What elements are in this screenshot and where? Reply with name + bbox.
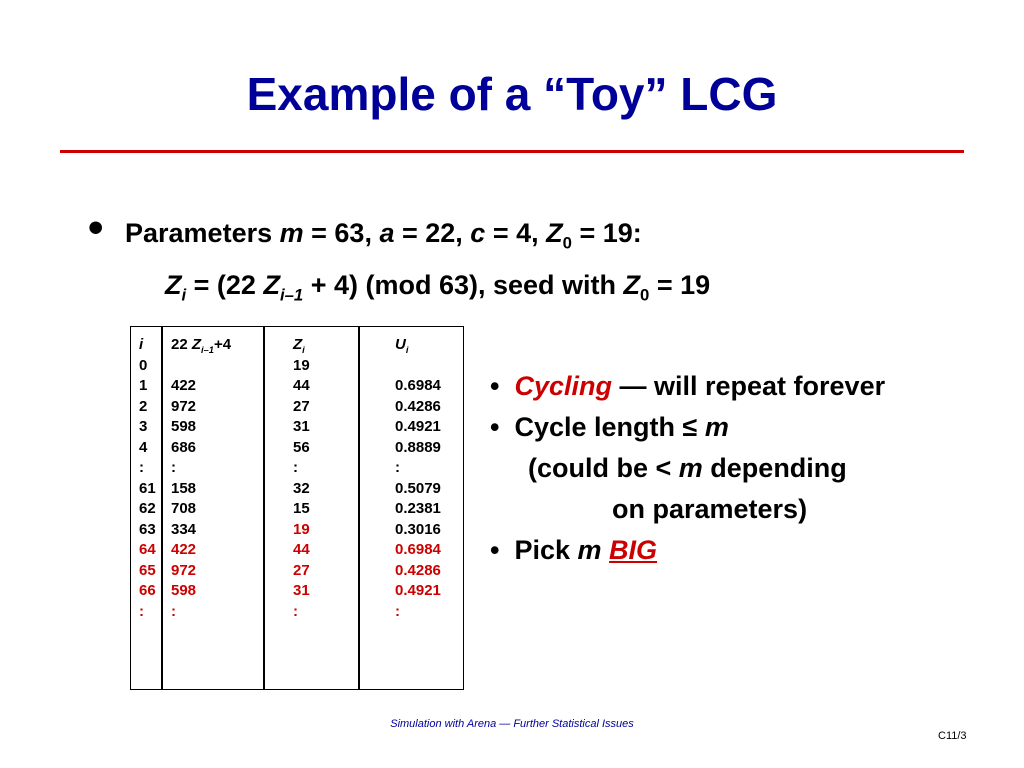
table-cell: 0.4286	[395, 397, 441, 415]
lcg-table: i 0 1 2 3 4:61 62 63 64 65 66: 22 Zi–1+4 422 972 59…	[130, 326, 464, 690]
table-cell: :	[293, 602, 298, 620]
pick-m-bullet: • Pick m BIG	[490, 535, 658, 565]
table-cell: 0.8889	[395, 438, 441, 456]
table-cell: 0.5079	[395, 479, 441, 497]
table-cell: 15	[293, 500, 310, 517]
table-cell: 32	[293, 479, 310, 497]
table-cell: 598	[171, 418, 197, 435]
table-cell: 3	[139, 418, 148, 435]
table-header-product: 22 Zi–1+4	[171, 336, 232, 355]
table-cell: 0.2381	[395, 500, 441, 517]
slide-title: Example of a “Toy” LCG	[246, 68, 778, 120]
table-cell: :	[139, 459, 144, 476]
table-column-i: i 0 1 2 3 4: 61 62 63 64 65 66:	[139, 335, 156, 622]
table-cell: 27	[293, 397, 310, 415]
table-cell: 0.6984	[395, 377, 441, 394]
table-cell: 65	[139, 561, 156, 579]
table-cell: 19	[293, 520, 310, 538]
table-cell: 0.3016	[395, 520, 441, 538]
table-cell: 64	[139, 541, 156, 558]
cycling-bullet: • Cycling — will repeat forever	[490, 371, 886, 401]
table-cell: :	[293, 459, 298, 476]
bullet-icon: •	[490, 535, 500, 565]
table-cell	[395, 356, 441, 377]
page-number: C11/3	[938, 730, 967, 742]
table-cell	[171, 356, 231, 377]
table-cell: 31	[293, 582, 310, 599]
table-cell: 158	[171, 479, 197, 497]
table-cell: :	[395, 602, 400, 620]
table-cell: 0	[139, 356, 148, 374]
table-cell: :	[139, 602, 144, 620]
table-cell: 31	[293, 418, 310, 435]
table-cell: 334	[171, 520, 197, 538]
table-column-u: Ui 0.6984 0.4286 0.4921 0.8889: 0.5079 0.2381…	[395, 335, 441, 622]
table-cell: 972	[171, 561, 197, 579]
table-cell: :	[171, 602, 176, 620]
table-cell: 0.4921	[395, 582, 441, 599]
table-column-z: Zi 19 44 27 31 56: 32 15 19 44 27 31:	[293, 335, 310, 622]
table-cell: 66	[139, 582, 156, 599]
table-cell: 0.6984	[395, 541, 441, 558]
table-cell: 63	[139, 520, 156, 538]
table-divider	[161, 327, 163, 689]
slide-footer: Simulation with Arena — Further Statisti…	[390, 718, 634, 730]
table-column-product: 22 Zi–1+4 422 972 598 686: 158 708 334 422 972 59…	[171, 335, 231, 622]
table-cell: 422	[171, 377, 197, 394]
table-cell: 686	[171, 438, 197, 456]
table-header-u: Ui	[395, 336, 409, 355]
table-cell: 62	[139, 500, 156, 517]
table-cell: 972	[171, 397, 197, 415]
cycle-length-note: (could be < m depending	[528, 453, 847, 483]
table-cell: 44	[293, 377, 310, 394]
title-divider	[60, 150, 964, 153]
table-cell: 4	[139, 438, 148, 456]
table-header-z: Zi	[293, 336, 305, 355]
table-cell: 0.4921	[395, 418, 441, 435]
cycle-length-note-cont: on parameters)	[612, 494, 808, 524]
bullet-icon: •	[490, 371, 500, 401]
table-cell: 56	[293, 438, 310, 456]
table-cell: :	[171, 459, 176, 476]
table-cell: 1	[139, 377, 148, 394]
table-cell: 27	[293, 561, 310, 579]
parameters-line: Parameters m = 63, a = 22, c = 4, Z0 = 1…	[125, 218, 642, 253]
table-cell: 0.4286	[395, 561, 441, 579]
table-cell: 708	[171, 500, 197, 517]
recurrence-formula: Zi = (22 Zi–1 + 4) (mod 63), seed with Z…	[165, 270, 711, 305]
table-cell: 422	[171, 541, 197, 558]
cycle-length-bullet: • Cycle length ≤ m	[490, 412, 729, 442]
table-divider	[358, 327, 360, 689]
table-cell: 598	[171, 582, 197, 599]
table-cell: 44	[293, 541, 310, 558]
bullet-icon: •	[490, 412, 500, 442]
table-cell: 61	[139, 479, 156, 497]
table-divider	[263, 327, 265, 689]
table-header-i: i	[139, 336, 144, 353]
table-cell: 19	[293, 356, 310, 374]
table-cell: 2	[139, 397, 148, 415]
bullet-icon: •	[88, 203, 104, 252]
table-cell: :	[395, 459, 400, 476]
